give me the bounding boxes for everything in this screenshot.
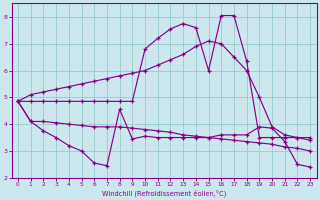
X-axis label: Windchill (Refroidissement éolien,°C): Windchill (Refroidissement éolien,°C) [102, 189, 226, 197]
